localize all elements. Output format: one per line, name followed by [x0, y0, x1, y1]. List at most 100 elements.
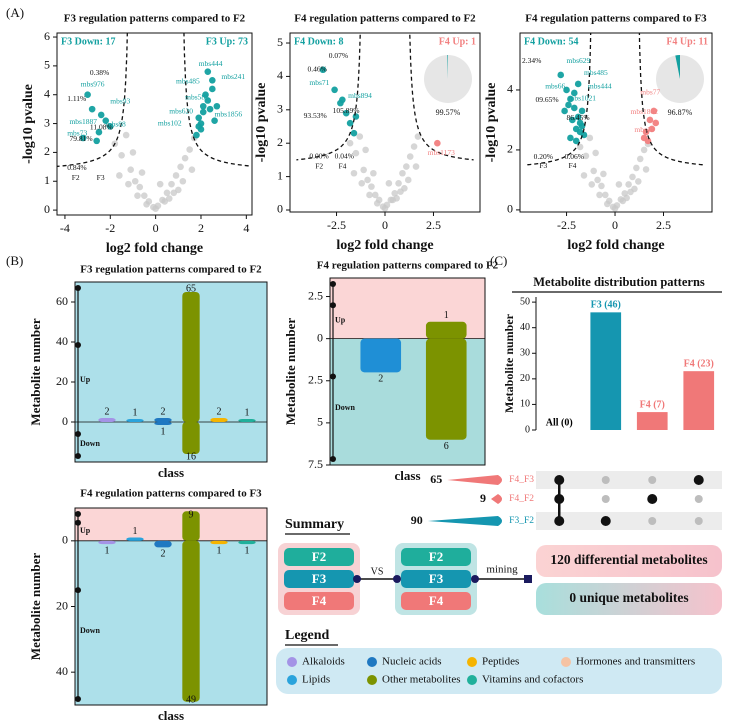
point — [134, 192, 141, 199]
series-label: Up — [335, 315, 346, 324]
value-label: 2 — [105, 406, 110, 417]
point — [391, 189, 398, 197]
set-size-label: 65 — [430, 472, 442, 486]
bar — [238, 419, 256, 422]
y-tick-label: 4 — [277, 68, 283, 82]
y-tick-label: 0 — [277, 202, 283, 216]
point — [646, 116, 654, 124]
y-tick-label: 0 — [62, 533, 68, 547]
point — [580, 172, 588, 179]
bar — [360, 338, 402, 373]
point — [93, 137, 100, 145]
value-label: 1 — [105, 545, 110, 556]
group-label: F2 — [429, 549, 443, 564]
point — [381, 205, 389, 212]
up-count: F4 Up: 11 — [666, 36, 708, 47]
point — [79, 134, 87, 142]
point-label: mbs1856 — [215, 110, 243, 119]
x-tick-label: 4 — [243, 221, 249, 235]
result-text: 120 differential metabolites — [550, 552, 707, 567]
x-tick-label: -2 — [105, 221, 115, 235]
point — [574, 113, 582, 121]
note: 0.20% — [534, 152, 553, 161]
point — [588, 181, 596, 188]
note: 0.04% — [335, 151, 354, 160]
point — [572, 137, 580, 145]
point — [586, 134, 594, 142]
plot-area: Up Down — [330, 281, 467, 462]
point — [633, 164, 640, 172]
group-chip — [284, 548, 354, 566]
point — [199, 108, 207, 116]
x-axis-label: log2 fold change — [106, 241, 203, 256]
stem-dot — [75, 511, 81, 517]
y-tick-label: 10 — [520, 399, 530, 410]
point — [412, 163, 420, 170]
point-label: mbs102 — [158, 118, 182, 127]
bar — [425, 338, 467, 440]
point — [195, 114, 203, 122]
y-tick-label: 1 — [277, 168, 283, 182]
point — [598, 182, 605, 190]
note: F2 — [315, 161, 323, 170]
bar — [425, 321, 467, 339]
result-text: 0 unique metabolites — [569, 590, 688, 605]
y-tick-label: 1 — [44, 173, 50, 187]
point — [642, 166, 650, 173]
y-tick-label: 3 — [277, 102, 283, 116]
x-axis-label: log2 fold change — [567, 238, 664, 253]
point — [563, 86, 570, 94]
y-tick-label: 2 — [44, 144, 50, 158]
value-label: 1 — [133, 407, 138, 418]
value-label: 1 — [444, 310, 449, 321]
point — [352, 149, 360, 157]
point — [362, 146, 369, 154]
note: 105.89% — [333, 106, 360, 115]
point — [356, 133, 364, 140]
x-tick-label: 0 — [153, 221, 159, 235]
series-label: Up — [80, 375, 91, 384]
value-label: F4 (23) — [684, 358, 714, 369]
point — [364, 176, 371, 184]
stem-dot — [75, 431, 81, 437]
point — [410, 143, 418, 150]
point — [611, 205, 619, 212]
point-label: mbs588 — [185, 92, 209, 101]
bar — [210, 540, 228, 545]
plot-frame — [74, 281, 268, 463]
bar — [154, 418, 172, 422]
value-label: 49 — [186, 694, 196, 705]
x-tick-label: -4 — [60, 221, 70, 235]
row-band — [536, 471, 722, 489]
point-label: mbs241 — [221, 72, 245, 81]
y-tick-label: 4 — [44, 86, 50, 100]
point — [623, 194, 630, 202]
set-size-bar — [447, 475, 502, 485]
chart-title: Metabolite distribution patterns — [533, 275, 705, 289]
chart-title: F4 regulation patterns compared to F3 — [80, 488, 262, 500]
point — [393, 195, 400, 202]
point — [172, 172, 180, 179]
connector-dot — [393, 575, 401, 583]
chart-title: F4 regulation patterns compared to F2 — [317, 260, 499, 272]
legend: Legend Alkaloids Nucleic acids Peptides Hor… — [276, 628, 722, 694]
point — [569, 116, 576, 124]
legend-title: Legend — [285, 628, 330, 643]
y-tick-label: 2 — [507, 142, 513, 156]
point — [116, 172, 123, 179]
threshold-line — [526, 33, 592, 166]
point-label: mbs620 — [169, 107, 193, 116]
point — [615, 181, 623, 188]
point — [129, 149, 137, 156]
point-label: mbs1862 — [631, 107, 659, 116]
point — [102, 117, 110, 124]
point — [209, 85, 216, 93]
point — [642, 128, 650, 136]
set-dot — [600, 516, 611, 526]
x-tick-label: -2.5 — [327, 218, 346, 232]
set-size-label: 90 — [411, 513, 423, 527]
note: 0.84% — [67, 163, 86, 172]
vs-label: VS — [371, 566, 384, 577]
plot-area: 99.57% mbs894 mbs71 mbs1173 0.07%0.46% 93.53%… — [296, 33, 474, 212]
